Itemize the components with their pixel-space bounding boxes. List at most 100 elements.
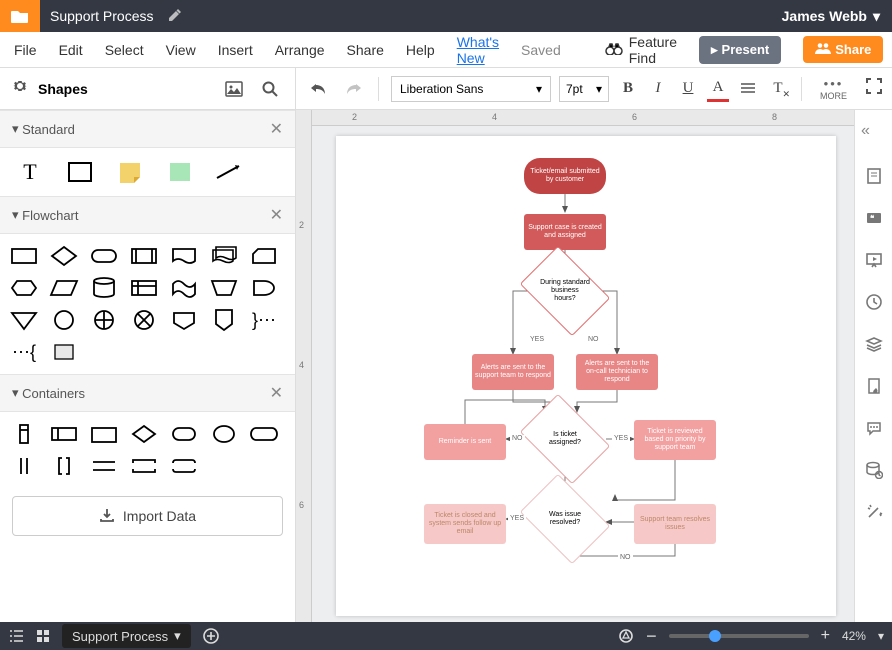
align-button[interactable] xyxy=(737,76,759,102)
ct-7[interactable] xyxy=(246,420,282,448)
menu-edit[interactable]: Edit xyxy=(59,42,83,58)
ct-3[interactable] xyxy=(86,420,122,448)
fc-decision[interactable] xyxy=(46,242,82,270)
dock-magic-icon[interactable] xyxy=(862,500,886,524)
ct-b1[interactable] xyxy=(6,452,42,480)
arrow-shape[interactable] xyxy=(212,158,248,186)
fc-or[interactable] xyxy=(86,306,122,334)
fc-off[interactable] xyxy=(166,306,202,334)
bold-button[interactable]: B xyxy=(617,76,639,102)
flow-node-n10[interactable]: Ticket is closed and system sends follow… xyxy=(424,504,506,544)
redo-button[interactable] xyxy=(340,76,366,102)
dock-comment-icon[interactable]: ❝ xyxy=(862,206,886,230)
edit-title-icon[interactable] xyxy=(168,8,182,25)
grid-view-icon[interactable] xyxy=(36,629,50,643)
ct-6[interactable] xyxy=(206,420,242,448)
dock-paint-icon[interactable] xyxy=(862,374,886,398)
text-shape[interactable]: T xyxy=(12,158,48,186)
menu-file[interactable]: File xyxy=(14,42,37,58)
ct-b2[interactable] xyxy=(46,452,82,480)
fc-process[interactable] xyxy=(6,242,42,270)
fc-tape[interactable] xyxy=(166,274,202,302)
ct-5[interactable] xyxy=(166,420,202,448)
font-family-dropdown[interactable]: Liberation Sans ▾ xyxy=(391,76,551,102)
fc-note[interactable] xyxy=(46,338,82,366)
share-button[interactable]: Share xyxy=(803,36,883,63)
flow-node-n9[interactable]: Was issue resolved? xyxy=(528,492,602,546)
dock-history-icon[interactable] xyxy=(862,290,886,314)
menu-insert[interactable]: Insert xyxy=(218,42,253,58)
slider-handle[interactable] xyxy=(709,630,721,642)
menu-help[interactable]: Help xyxy=(406,42,435,58)
feature-find[interactable]: Feature Find xyxy=(605,34,677,66)
outline-view-icon[interactable] xyxy=(8,629,24,643)
close-category-icon[interactable]: ✕ xyxy=(270,119,283,139)
document-title[interactable]: Support Process xyxy=(40,8,164,24)
zoom-slider[interactable] xyxy=(669,634,809,638)
target-icon[interactable] xyxy=(618,628,634,644)
ct-1[interactable] xyxy=(6,420,42,448)
menu-share[interactable]: Share xyxy=(347,42,384,58)
flow-node-n3[interactable]: During standard business hours? xyxy=(528,264,602,318)
menu-whats-new[interactable]: What's New xyxy=(457,34,499,66)
fullscreen-button[interactable] xyxy=(866,78,882,99)
ct-4[interactable] xyxy=(126,420,162,448)
ct-2[interactable] xyxy=(46,420,82,448)
menu-view[interactable]: View xyxy=(166,42,196,58)
fc-terminator[interactable] xyxy=(86,242,122,270)
fc-and[interactable] xyxy=(246,274,282,302)
undo-button[interactable] xyxy=(306,76,332,102)
ct-b4[interactable] xyxy=(126,452,162,480)
italic-button[interactable]: I xyxy=(647,76,669,102)
caret-down-icon[interactable]: ▾ xyxy=(878,629,884,643)
underline-button[interactable]: U xyxy=(677,76,699,102)
user-menu[interactable]: James Webb ▾ xyxy=(770,8,892,25)
zoom-in-button[interactable]: + xyxy=(821,627,830,645)
dock-data-icon[interactable] xyxy=(862,458,886,482)
fc-data[interactable] xyxy=(46,274,82,302)
clear-format-button[interactable]: T✕ xyxy=(767,76,789,102)
dock-present-icon[interactable] xyxy=(862,248,886,272)
page-tab[interactable]: Support Process ▾ xyxy=(62,624,191,648)
close-category-icon[interactable]: ✕ xyxy=(270,205,283,225)
dock-page-icon[interactable] xyxy=(862,164,886,188)
fc-card[interactable] xyxy=(246,242,282,270)
category-containers-header[interactable]: ▾ Containers ✕ xyxy=(0,374,295,412)
fc-intern[interactable] xyxy=(126,274,162,302)
import-data-button[interactable]: Import Data xyxy=(12,496,283,536)
flow-node-n8[interactable]: Ticket is reviewed based on priority by … xyxy=(634,420,716,460)
category-flowchart-header[interactable]: ▾ Flowchart ✕ xyxy=(0,196,295,234)
folder-icon[interactable] xyxy=(0,0,40,32)
note-shape[interactable] xyxy=(112,158,148,186)
flow-node-n7[interactable]: Reminder is sent xyxy=(424,424,506,460)
fc-merge[interactable] xyxy=(6,306,42,334)
fc-db[interactable] xyxy=(86,274,122,302)
fc-predef[interactable] xyxy=(126,242,162,270)
flow-node-n5[interactable]: Alerts are sent to the on-call technicia… xyxy=(576,354,658,390)
text-color-button[interactable]: A xyxy=(707,76,729,102)
dock-layers-icon[interactable] xyxy=(862,332,886,356)
fc-brace2[interactable]: ⋯{ xyxy=(6,338,42,366)
dock-chat-icon[interactable] xyxy=(862,416,886,440)
add-page-button[interactable] xyxy=(203,628,219,644)
close-category-icon[interactable]: ✕ xyxy=(270,383,283,403)
menu-select[interactable]: Select xyxy=(105,42,144,58)
collapse-dock-icon[interactable]: « xyxy=(861,122,870,140)
flow-node-n11[interactable]: Support team resolves issues xyxy=(634,504,716,544)
font-size-dropdown[interactable]: 7pt ▾ xyxy=(559,76,609,102)
menu-arrange[interactable]: Arrange xyxy=(275,42,325,58)
canvas[interactable]: 2 4 6 2 4 6 8 xyxy=(296,110,854,622)
present-button[interactable]: ▸ Present xyxy=(699,36,781,64)
flow-node-n2[interactable]: Support case is created and assigned xyxy=(524,214,606,250)
insert-image-icon[interactable] xyxy=(221,76,247,102)
fc-manop[interactable] xyxy=(206,274,242,302)
ct-b5[interactable] xyxy=(166,452,202,480)
fc-hex[interactable] xyxy=(6,274,42,302)
canvas-page[interactable]: Ticket/email submitted by customer Suppo… xyxy=(336,136,836,616)
flow-node-n6[interactable]: Is ticket assigned? xyxy=(528,412,602,466)
flow-node-n4[interactable]: Alerts are sent to the support team to r… xyxy=(472,354,554,390)
fc-multi[interactable] xyxy=(206,242,242,270)
fc-sum[interactable] xyxy=(126,306,162,334)
flow-node-start[interactable]: Ticket/email submitted by customer xyxy=(524,158,606,194)
more-button[interactable]: ••• MORE xyxy=(814,76,853,101)
